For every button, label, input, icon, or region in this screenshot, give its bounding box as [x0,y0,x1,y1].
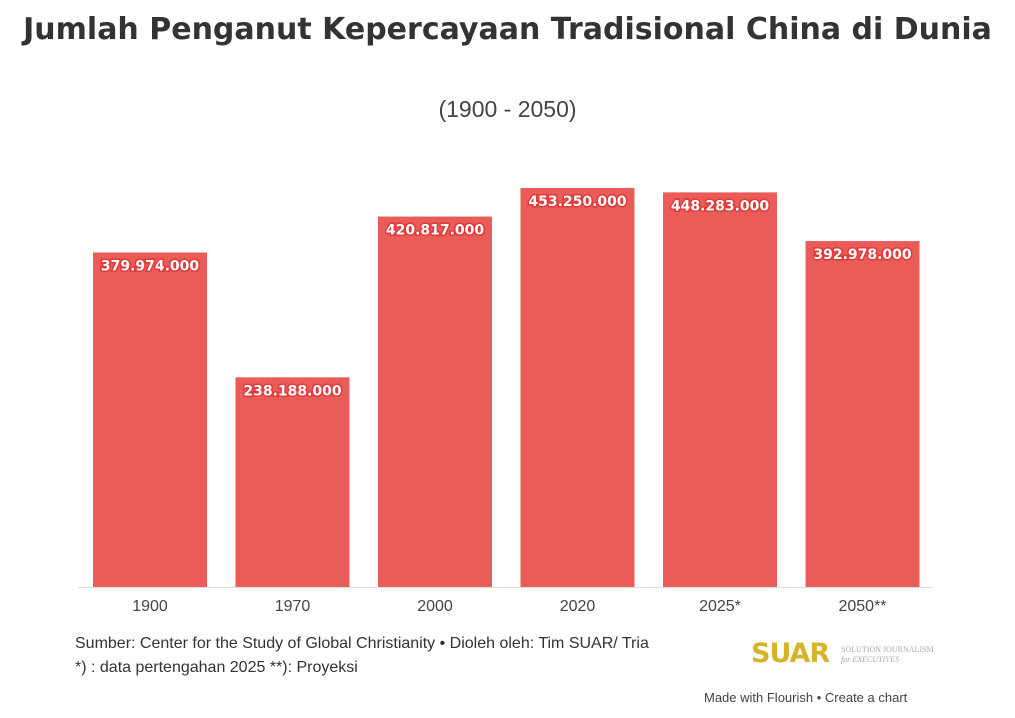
create-chart-link[interactable]: Create a chart [824,690,908,705]
source-note: Sumber: Center for the Study of Global C… [75,635,649,652]
suar-logo: SUAR [751,638,830,669]
bar-2050**[interactable] [805,241,920,587]
x-tick-label: 2050** [838,598,886,615]
flourish-credit: Made with Flourish • Create a chart [704,690,908,705]
value-label: 453.250.000 [528,194,627,210]
made-with-flourish-link[interactable]: Made with Flourish [704,690,814,705]
bar-2020[interactable] [520,188,635,587]
bar-2025*[interactable] [663,192,777,587]
data-note: *) : data pertengahan 2025 **): Proyeksi [75,659,358,676]
chart-title: Jumlah Penganut Kepercayaan Tradisional … [23,12,992,47]
x-tick-label: 2020 [560,598,596,615]
x-tick-label: 2000 [417,598,453,615]
bar-1970[interactable] [235,377,350,587]
logo-tagline: SOLUTION JOURNALISM for EXECUTIVES [841,645,934,664]
bar-1900[interactable] [93,252,207,588]
value-label: 379.974.000 [101,259,200,275]
x-tick-label: 2025* [699,598,741,615]
value-label: 420.817.000 [386,223,485,239]
x-tick-label: 1970 [275,598,311,615]
bar-2000[interactable] [378,216,492,587]
x-tick-label: 1900 [132,598,168,615]
value-label: 448.283.000 [671,198,770,214]
value-label: 392.978.000 [813,247,912,263]
chart-subtitle: (1900 - 2050) [438,96,577,122]
value-label: 238.188.000 [243,383,342,399]
